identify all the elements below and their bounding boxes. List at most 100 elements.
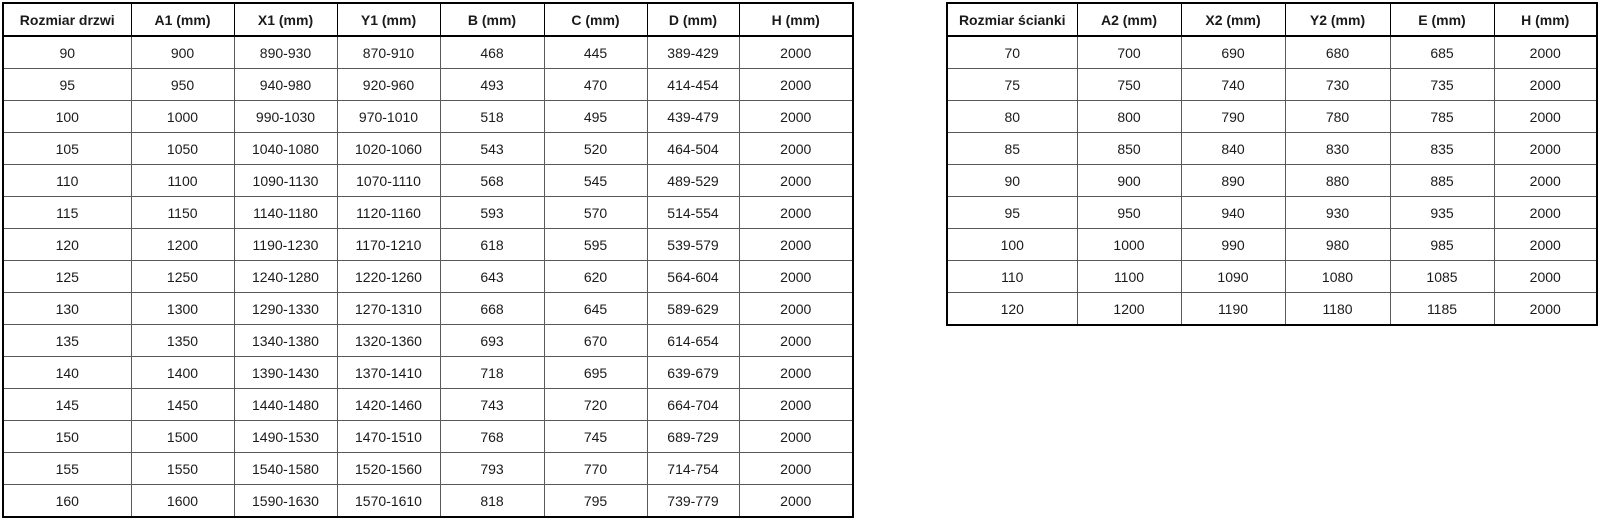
table-cell: 1120-1160 <box>336 196 441 229</box>
wall-sizes-column-header: X2 (mm) <box>1180 2 1286 37</box>
table-cell: 100 <box>946 228 1078 261</box>
table-cell: 940 <box>1180 196 1286 229</box>
table-cell: 439-479 <box>646 100 740 133</box>
table-row: 110 1100 1090 1080 1085 2000 <box>946 260 1598 293</box>
door-size-table: Rozmiar drzwi A1 (mm) X1 (mm) Y1 (mm) B (mm)… <box>2 2 854 518</box>
table-cell: 1150 <box>130 196 235 229</box>
table-row: 145 1450 1440-1480 1420-1460 743 720 664-704 20… <box>2 388 854 421</box>
table-cell: 614-654 <box>646 324 740 357</box>
table-cell: 768 <box>439 420 545 453</box>
table-cell: 493 <box>439 68 545 101</box>
table-cell: 793 <box>439 452 545 485</box>
table-cell: 1520-1560 <box>336 452 441 485</box>
wall-sizes-column-header: Y2 (mm) <box>1284 2 1391 37</box>
table-cell: 795 <box>543 484 648 518</box>
table-cell: 125 <box>2 260 132 293</box>
table-cell: 1190-1230 <box>233 228 338 261</box>
table-cell: 2000 <box>738 228 854 261</box>
table-cell: 818 <box>439 484 545 518</box>
table-row: 85 850 840 830 835 2000 <box>946 132 1598 165</box>
table-row: 140 1400 1390-1430 1370-1410 718 695 639-679 20… <box>2 356 854 389</box>
table-cell: 100 <box>2 100 132 133</box>
table-cell: 870-910 <box>336 35 441 69</box>
wall-sizes-column-header: E (mm) <box>1389 2 1495 37</box>
table-cell: 1390-1430 <box>233 356 338 389</box>
table-cell: 2000 <box>738 452 854 485</box>
table-cell: 495 <box>543 100 648 133</box>
table-cell: 150 <box>2 420 132 453</box>
table-row: 100 1000 990 980 985 2000 <box>946 228 1598 261</box>
table-cell: 935 <box>1389 196 1495 229</box>
table-cell: 2000 <box>1493 292 1598 326</box>
table-cell: 985 <box>1389 228 1495 261</box>
table-cell: 1170-1210 <box>336 228 441 261</box>
table-cell: 145 <box>2 388 132 421</box>
table-cell: 1400 <box>130 356 235 389</box>
table-cell: 1020-1060 <box>336 132 441 165</box>
table-cell: 1370-1410 <box>336 356 441 389</box>
table-cell: 2000 <box>738 196 854 229</box>
table-cell: 830 <box>1284 132 1391 165</box>
table-cell: 85 <box>946 132 1078 165</box>
table-cell: 105 <box>2 132 132 165</box>
table-cell: 445 <box>543 35 648 69</box>
table-cell: 1200 <box>130 228 235 261</box>
table-cell: 718 <box>439 356 545 389</box>
table-row: 150 1500 1490-1530 1470-1510 768 745 689-729 20… <box>2 420 854 453</box>
table-row: 100 1000 990-1030 970-1010 518 495 439-479 2000 <box>2 100 854 133</box>
table-cell: 130 <box>2 292 132 325</box>
table-cell: 735 <box>1389 68 1495 101</box>
table-cell: 1050 <box>130 132 235 165</box>
table-cell: 110 <box>2 164 132 197</box>
table-cell: 568 <box>439 164 545 197</box>
table-cell: 570 <box>543 196 648 229</box>
table-cell: 2000 <box>738 484 854 518</box>
table-cell: 589-629 <box>646 292 740 325</box>
table-cell: 2000 <box>1493 196 1598 229</box>
table-cell: 920-960 <box>336 68 441 101</box>
table-cell: 695 <box>543 356 648 389</box>
table-cell: 800 <box>1076 100 1182 133</box>
table-cell: 743 <box>439 388 545 421</box>
table-cell: 970-1010 <box>336 100 441 133</box>
table-cell: 720 <box>543 388 648 421</box>
table-cell: 1540-1580 <box>233 452 338 485</box>
table-cell: 518 <box>439 100 545 133</box>
table-cell: 668 <box>439 292 545 325</box>
table-row: 70 700 690 680 685 2000 <box>946 35 1598 69</box>
table-cell: 414-454 <box>646 68 740 101</box>
table-cell: 750 <box>1076 68 1182 101</box>
door-sizes-column-header: B (mm) <box>439 2 545 37</box>
table-cell: 1340-1380 <box>233 324 338 357</box>
table-cell: 700 <box>1076 35 1182 69</box>
table-cell: 790 <box>1180 100 1286 133</box>
table-row: 95 950 940 930 935 2000 <box>946 196 1598 229</box>
table-cell: 564-604 <box>646 260 740 293</box>
table-cell: 900 <box>1076 164 1182 197</box>
wall-sizes-header-row: Rozmiar ścianki A2 (mm) X2 (mm) Y2 (mm) E (m… <box>946 2 1598 37</box>
table-cell: 514-554 <box>646 196 740 229</box>
table-cell: 1350 <box>130 324 235 357</box>
table-cell: 75 <box>946 68 1078 101</box>
table-cell: 645 <box>543 292 648 325</box>
table-cell: 1240-1280 <box>233 260 338 293</box>
table-cell: 468 <box>439 35 545 69</box>
table-cell: 950 <box>1076 196 1182 229</box>
table-cell: 389-429 <box>646 35 740 69</box>
table-cell: 745 <box>543 420 648 453</box>
table-row: 110 1100 1090-1130 1070-1110 568 545 489-529 20… <box>2 164 854 197</box>
table-cell: 900 <box>130 35 235 69</box>
table-cell: 160 <box>2 484 132 518</box>
table-row: 115 1150 1140-1180 1120-1160 593 570 514-554 20… <box>2 196 854 229</box>
table-cell: 120 <box>2 228 132 261</box>
table-cell: 110 <box>946 260 1078 293</box>
table-cell: 1590-1630 <box>233 484 338 518</box>
table-cell: 1450 <box>130 388 235 421</box>
table-cell: 770 <box>543 452 648 485</box>
table-cell: 1490-1530 <box>233 420 338 453</box>
table-row: 130 1300 1290-1330 1270-1310 668 645 589-629 20… <box>2 292 854 325</box>
table-cell: 690 <box>1180 35 1286 69</box>
table-cell: 1250 <box>130 260 235 293</box>
table-row: 135 1350 1340-1380 1320-1360 693 670 614-654 20… <box>2 324 854 357</box>
table-cell: 685 <box>1389 35 1495 69</box>
